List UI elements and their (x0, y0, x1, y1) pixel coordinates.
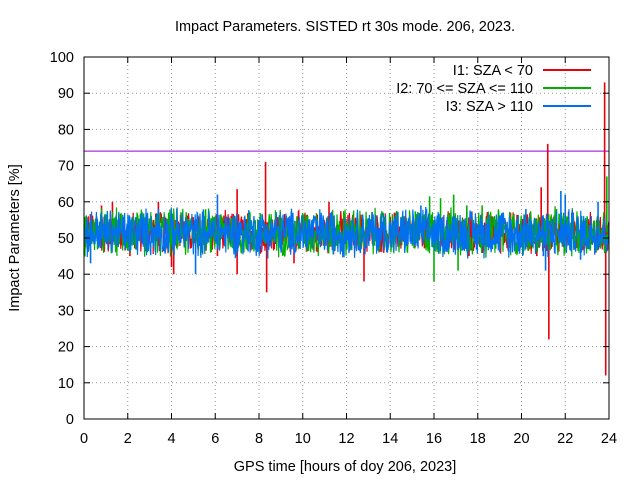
legend-label: I1: SZA < 70 (453, 63, 533, 79)
y-tick-label: 60 (58, 195, 74, 211)
y-axis-label: Impact Parameters [%] (7, 164, 23, 311)
x-tick-label: 16 (426, 431, 442, 447)
x-tick-label: 22 (557, 431, 573, 447)
x-tick-label: 24 (601, 431, 617, 447)
y-tick-label: 80 (58, 122, 74, 138)
y-tick-label: 50 (58, 231, 74, 247)
axis-ticks: 0 2 4 6 8 10 12 14 16 18 20 22 240102030405060708090… (50, 50, 617, 447)
y-tick-label: 20 (58, 340, 74, 356)
y-tick-label: 70 (58, 159, 74, 175)
x-tick-label: 6 (211, 431, 219, 447)
y-tick-label: 100 (50, 50, 74, 66)
x-tick-label: 14 (382, 431, 398, 447)
legend-label: I2: 70 <= SZA <= 110 (396, 81, 533, 97)
y-tick-label: 30 (58, 303, 74, 319)
y-tick-label: 10 (58, 376, 74, 392)
series-3 (83, 190, 610, 275)
y-tick-label: 90 (58, 86, 74, 102)
x-tick-label: 12 (338, 431, 354, 447)
x-tick-label: 2 (124, 431, 132, 447)
legend: I1: SZA < 70 I2: 70 <= SZA <= 110 I3: SZA … (396, 63, 591, 115)
series-trace (83, 206, 610, 259)
x-axis-label: GPS time [hours of doy 206, 2023] (234, 459, 456, 475)
chart-title: Impact Parameters. SISTED rt 30s mode. 2… (175, 19, 515, 35)
x-tick-label: 10 (295, 431, 311, 447)
x-tick-label: 4 (167, 431, 175, 447)
legend-label: I3: SZA > 110 (446, 99, 533, 115)
x-tick-label: 18 (470, 431, 486, 447)
x-tick-label: 20 (513, 431, 529, 447)
series-layer (83, 82, 610, 376)
y-tick-label: 0 (66, 412, 74, 428)
x-tick-label: 8 (255, 431, 263, 447)
y-tick-label: 40 (58, 267, 74, 283)
x-tick-label: 0 (80, 431, 88, 447)
